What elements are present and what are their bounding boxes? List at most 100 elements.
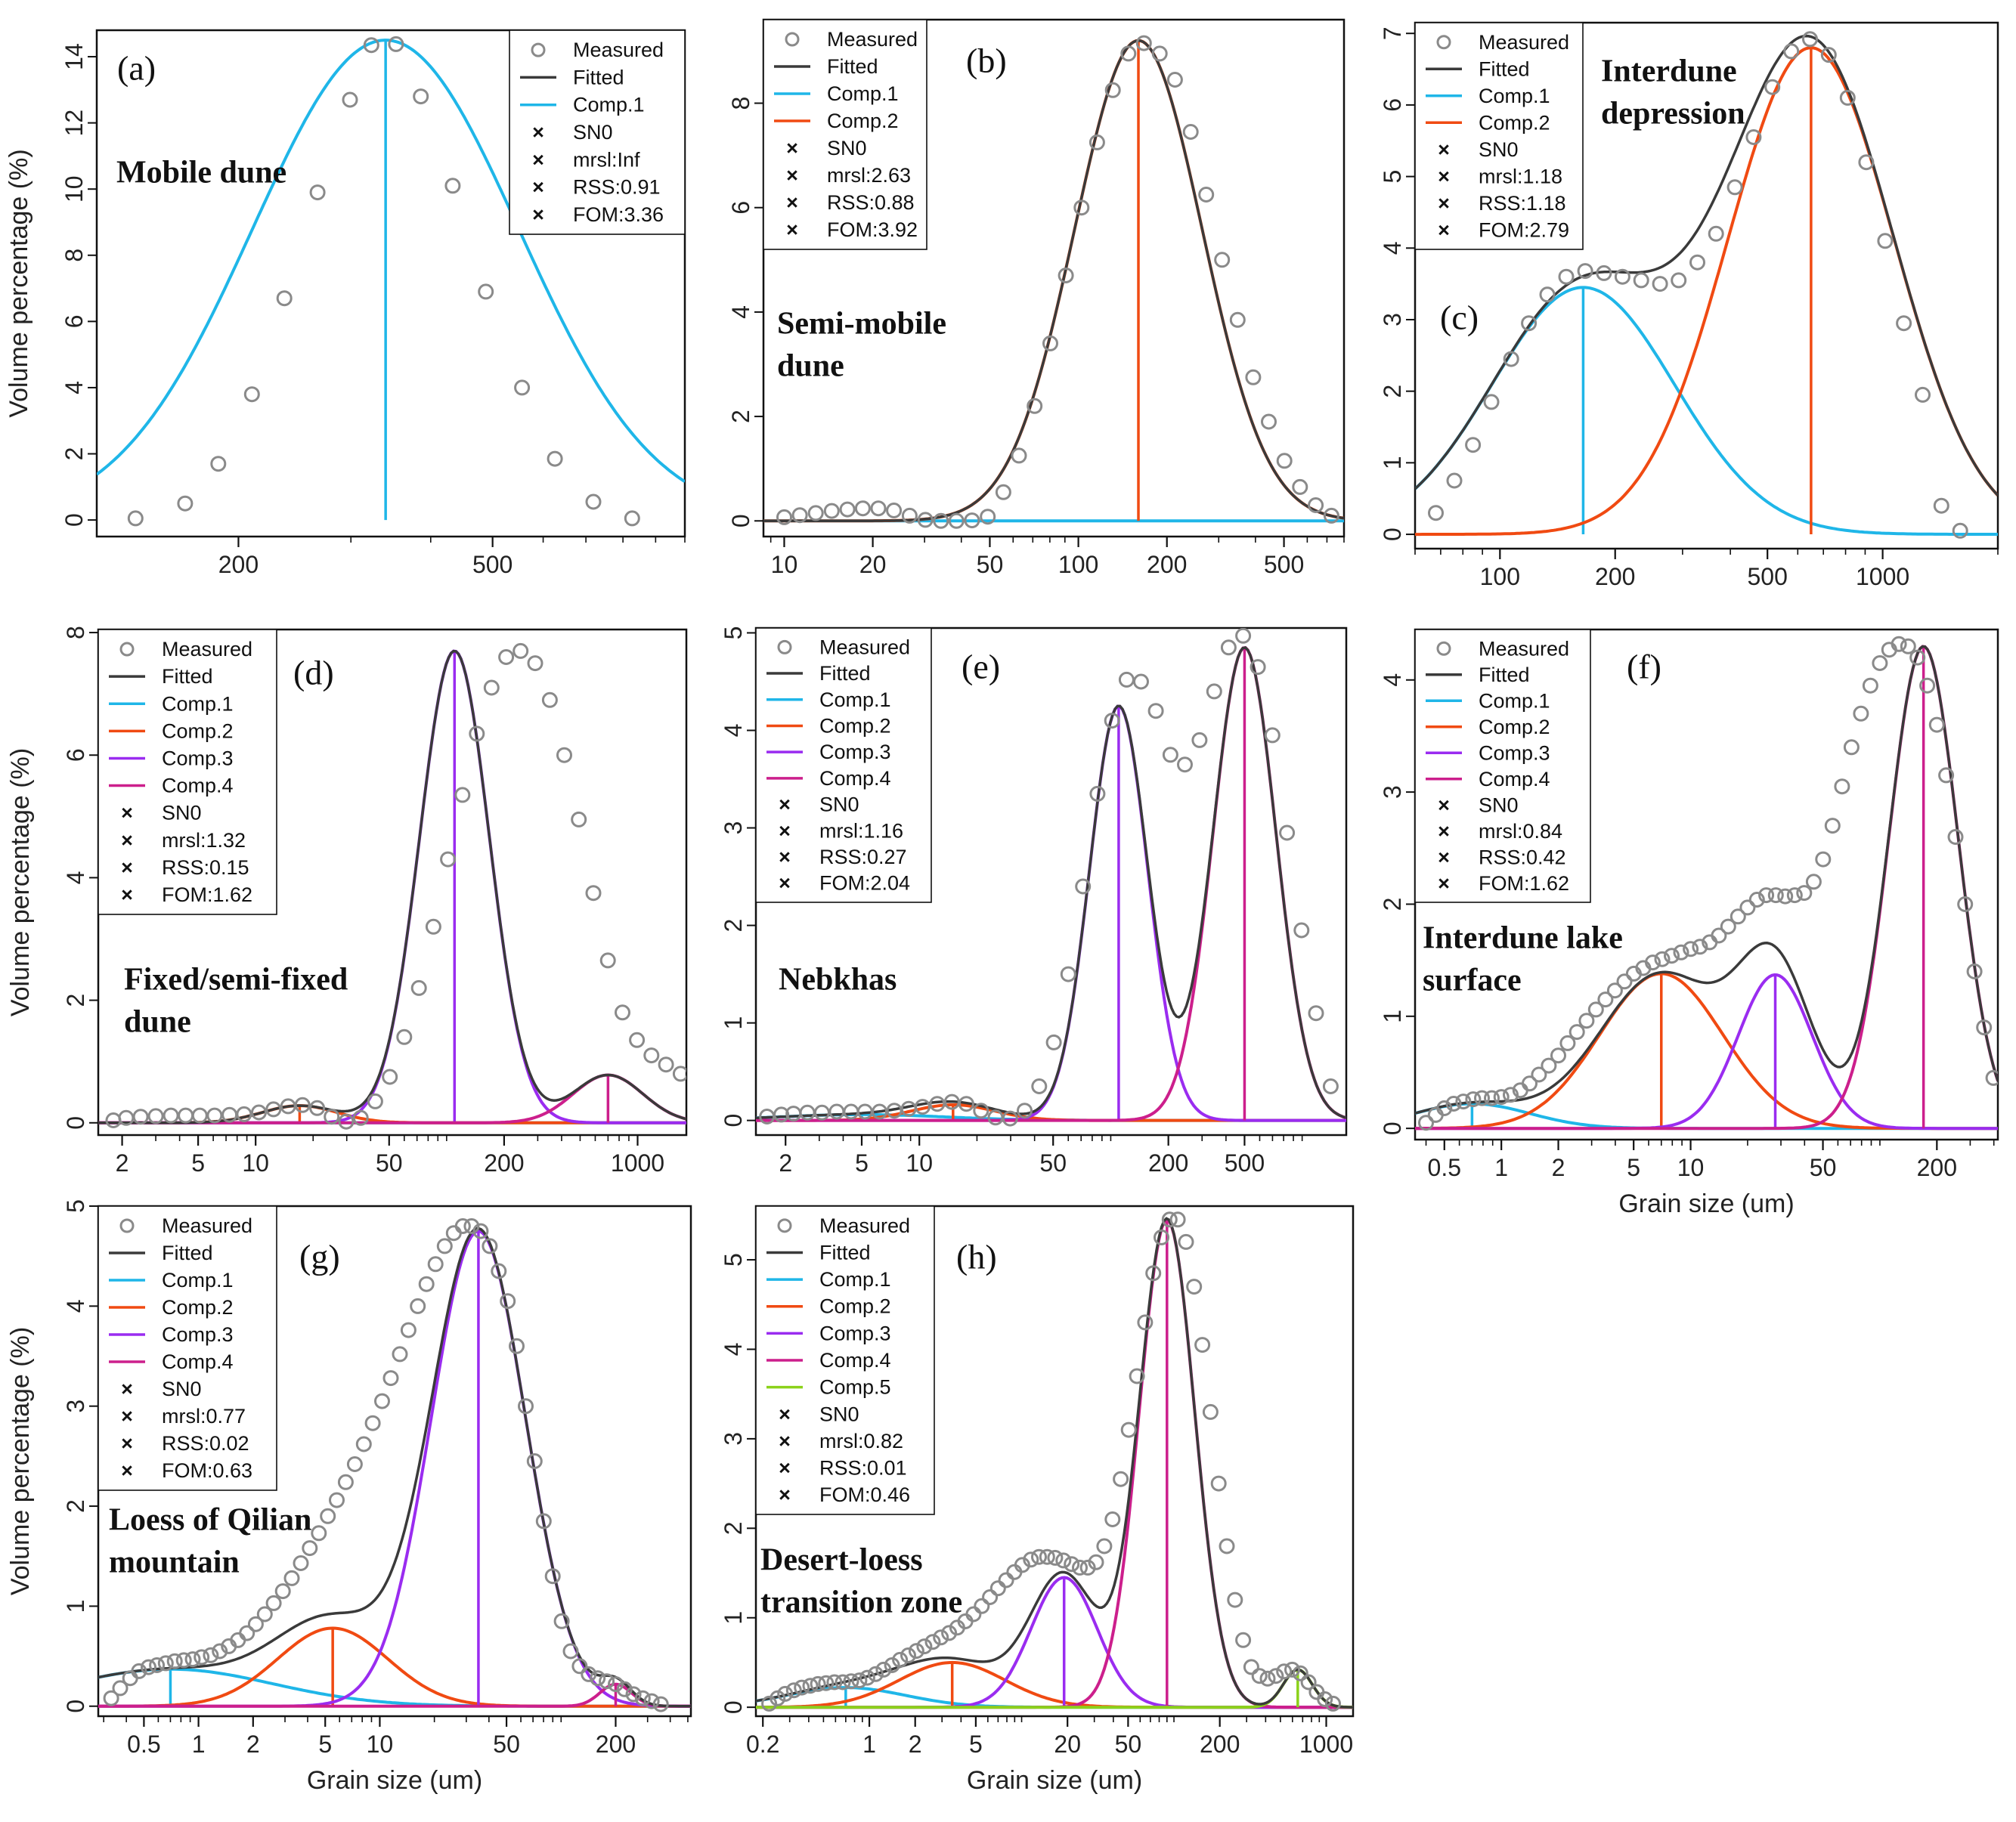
legend-stat-label: SN0 xyxy=(1479,793,1519,816)
measured-point xyxy=(309,1100,326,1116)
x-tick-label: 1 xyxy=(1494,1154,1508,1181)
measured-point xyxy=(1151,45,1168,62)
panel-title-line: Interdune xyxy=(1601,54,1737,89)
measured-point xyxy=(859,1669,875,1686)
legend-cross-icon: × xyxy=(1438,165,1450,187)
legend: Measured Fitted Comp.1 × SN0 × mrsl:Inf × RSS:0.… xyxy=(509,29,686,235)
measured-point xyxy=(363,37,379,54)
measured-point xyxy=(1858,154,1875,171)
measured-point xyxy=(1877,233,1894,249)
y-tick-label: 12 xyxy=(60,110,88,137)
legend-cross-icon: × xyxy=(532,121,544,144)
x-tick-label: 50 xyxy=(376,1149,403,1177)
measured-point xyxy=(547,450,563,467)
measured-point xyxy=(1166,72,1183,88)
x-tick-label: 200 xyxy=(218,551,259,578)
legend-cross-icon: × xyxy=(779,1430,791,1452)
measured-point xyxy=(1577,263,1593,280)
y-tick-label: 8 xyxy=(727,97,754,110)
x-tick-label: 1000 xyxy=(611,1149,664,1177)
measured-point xyxy=(773,1106,790,1123)
legend-cross-icon: × xyxy=(121,1459,133,1482)
measured-point xyxy=(615,1004,630,1021)
measured-point xyxy=(1268,1668,1284,1684)
measured-point xyxy=(875,1661,892,1678)
legend-comp-label: Comp.2 xyxy=(162,1296,234,1319)
measured-point xyxy=(1933,497,1949,514)
measured-point xyxy=(1862,677,1878,694)
measured-point xyxy=(839,501,856,518)
measured-point xyxy=(1220,639,1237,656)
measured-point xyxy=(410,1298,426,1314)
measured-point xyxy=(1558,268,1575,285)
measured-point xyxy=(916,1638,933,1655)
fitted-curve xyxy=(763,39,1344,523)
component-curve-2 xyxy=(98,1626,691,1708)
measured-point xyxy=(544,1568,561,1585)
measured-point xyxy=(571,811,587,827)
legend-comp-label: Comp.1 xyxy=(162,692,234,715)
x-tick-label: 10 xyxy=(906,1149,933,1177)
legend: Measured Fitted Comp.1 Comp.2 Comp.3 Comp.4 × S… xyxy=(98,629,277,915)
measured-point xyxy=(1966,964,1983,979)
measured-point xyxy=(1088,1554,1104,1570)
measured-point xyxy=(1436,1100,1453,1116)
measured-point xyxy=(352,1109,369,1126)
y-tick-label: 10 xyxy=(60,175,88,203)
fitted-curve xyxy=(1415,34,1998,496)
measured-point xyxy=(166,1653,183,1669)
x-tick-label: 2 xyxy=(116,1149,129,1177)
measured-point xyxy=(1446,472,1463,489)
panel-title-line: dune xyxy=(777,349,844,384)
legend-fitted-label: Fitted xyxy=(573,66,624,88)
x-tick-label: 500 xyxy=(1225,1149,1265,1177)
legend-box xyxy=(1414,22,1584,250)
legend-cross-icon: × xyxy=(121,856,133,879)
panel-letter: (h) xyxy=(956,1238,997,1276)
panel-h: 0 1 2 3 4 5 0.2 1 2 5 20 50 200 1000 Grain size (um) Me… xyxy=(720,1205,1355,1795)
measured-point xyxy=(1455,1094,1472,1110)
measured-point xyxy=(346,1456,363,1472)
y-tick-label: 7 xyxy=(1379,26,1406,40)
measured-point xyxy=(440,851,457,868)
measured-point xyxy=(1308,1005,1324,1022)
measured-point xyxy=(1229,311,1246,328)
measured-point xyxy=(103,1690,119,1706)
legend-stat-label: RSS:0.91 xyxy=(573,176,661,199)
measured-point xyxy=(382,1370,399,1387)
measured-point xyxy=(1031,1078,1048,1094)
panel-letter: (a) xyxy=(117,49,156,88)
measured-point xyxy=(900,1647,916,1663)
measured-point xyxy=(625,1686,642,1703)
measured-point xyxy=(1815,851,1832,868)
legend-comp-label: Comp.4 xyxy=(819,1349,891,1372)
panel-e: 0 1 2 3 4 5 2 5 10 50 200 500 Measured Fitted Comp.1 Co… xyxy=(720,626,1348,1177)
x-tick-label: 200 xyxy=(1147,551,1187,578)
x-tick-label: 200 xyxy=(1595,563,1635,590)
legend-stat-label: FOM:3.36 xyxy=(573,203,664,226)
panel-title-line: surface xyxy=(1423,964,1522,998)
legend-stat-label: SN0 xyxy=(162,1378,202,1400)
legend-comp-label: Comp.2 xyxy=(827,110,899,132)
measured-point xyxy=(276,290,293,307)
measured-point xyxy=(616,1681,633,1697)
measured-point xyxy=(418,1276,435,1292)
measured-point xyxy=(924,1634,941,1650)
legend-cross-icon: × xyxy=(779,793,791,816)
panel-g: 0 1 2 3 4 5 0.5 1 2 5 10 50 200 Volume percentage (%)… xyxy=(6,1199,692,1795)
x-tick-label: 50 xyxy=(977,551,1004,578)
measured-point xyxy=(989,1580,1006,1597)
measured-point xyxy=(1652,276,1668,292)
measured-point xyxy=(1264,727,1281,744)
legend-comp-label: Comp.3 xyxy=(1479,741,1550,764)
x-tick-label: 5 xyxy=(191,1149,205,1177)
measured-point xyxy=(482,1238,498,1254)
y-axis-title: Volume percentage (%) xyxy=(5,149,33,417)
measured-point xyxy=(1214,252,1231,268)
measured-point xyxy=(1522,1075,1538,1092)
legend-comp-label: Comp.3 xyxy=(819,741,891,763)
measured-point xyxy=(1711,927,1727,944)
measured-point xyxy=(851,1672,868,1689)
panel-c: 0 1 2 3 4 5 6 7 100 200 500 1000 Measured Fitted Comp.… xyxy=(1379,21,1999,590)
measured-point xyxy=(917,512,934,528)
